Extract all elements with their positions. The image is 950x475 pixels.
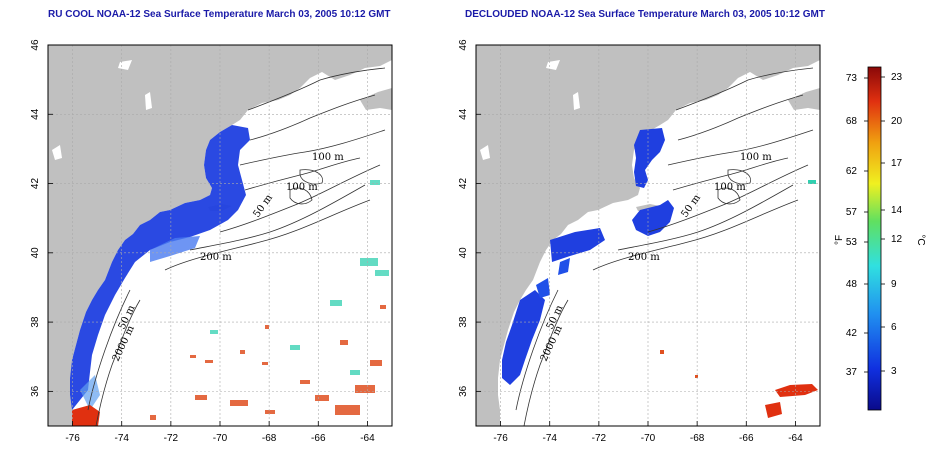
colorbar-f-label: 42 [846,328,858,339]
x-tick-label: -72 [164,433,179,444]
y-tick-label: 36 [30,385,41,397]
map1-lake [52,145,62,160]
colorbar-f-label: 53 [846,237,858,248]
x-tick-label: -74 [542,433,557,444]
map2-sst-shelf [550,228,605,262]
x-tick-label: -68 [690,433,705,444]
map1-ticks: -76 -74 -72 -70 -68 -66 -64 36 38 40 42 44 46 [30,39,375,444]
y-tick-label: 40 [30,247,41,259]
colorbar-c-label: 17 [891,158,903,169]
y-tick-label: 36 [458,385,469,397]
map1-contour-label-100m-a: 100 m [312,152,344,163]
map1-sst-speckles [150,305,386,420]
y-tick-label: 44 [458,108,469,120]
map2-lake [480,145,490,160]
colorbar-f-label: 48 [846,279,858,290]
colorbar-c-label: 14 [891,205,903,216]
colorbar-unit-f: °F [834,235,845,245]
x-tick-label: -76 [65,433,80,444]
map2-title: DECLOUDED NOAA-12 Sea Surface Temperatur… [465,9,825,20]
map2-sst-speck [808,180,816,184]
map2-sst-small [536,278,550,298]
map2-island-nantucket [636,204,660,211]
x-tick-label: -64 [788,433,803,444]
colorbar-c-label: 12 [891,234,903,245]
map2-sst-speck [660,350,664,354]
map2-sst-warm-patch [775,384,818,397]
y-tick-label: 42 [458,178,469,190]
map1-contour-label-100m-b: 100 m [286,182,318,193]
x-tick-label: -66 [311,433,326,444]
y-tick-label: 40 [458,247,469,259]
colorbar-f-label: 37 [846,367,858,378]
map1-contour-label-200m: 200 m [200,252,232,263]
colorbar-f-label: 73 [846,73,858,84]
map2-contours [515,67,814,426]
colorbar-gradient [867,66,882,411]
colorbar-ticks: 73 68 62 57 53 48 42 37 23 20 17 14 12 9 6 3 [846,72,903,378]
map2-land-nova-scotia [788,88,820,110]
x-tick-label: -64 [360,433,375,444]
map2-ticks: -76 -74 -72 -70 -68 -66 -64 36 38 40 42 44 46 [458,39,803,444]
x-tick-label: -70 [213,433,228,444]
x-tick-label: -76 [493,433,508,444]
map1-sst-warm-patch [72,405,100,426]
map2-sst-warm-patch [765,402,782,418]
map1-sst-speckles-cyan [210,180,389,375]
y-tick-label: 46 [458,39,469,51]
map1-title: RU COOL NOAA-12 Sea Surface Temperature … [48,9,391,20]
colorbar-unit-c: °C [915,234,926,245]
map2-sst-small [558,258,570,275]
y-tick-label: 42 [30,178,41,190]
map2-contour-label-200m: 200 m [628,252,660,263]
y-tick-label: 38 [30,316,41,328]
map2-land [476,45,820,426]
colorbar: 73 68 62 57 53 48 42 37 23 20 17 14 12 9 6 3 °F °C [834,66,926,411]
y-tick-label: 38 [458,316,469,328]
y-tick-label: 46 [30,39,41,51]
map1-sst-lightblue [150,236,200,262]
map2-lake [573,92,580,110]
x-tick-label: -70 [641,433,656,444]
map1-land-nova-scotia [360,88,392,110]
colorbar-c-label: 3 [891,366,897,377]
map1-lake [145,92,152,110]
colorbar-f-label: 68 [846,116,858,127]
map1-sst-lightblue [80,375,100,410]
y-tick-label: 44 [30,108,41,120]
map1-sst-coastal-cold [70,125,250,410]
map2-sst-speck [695,375,698,378]
colorbar-c-label: 9 [891,279,897,290]
map1-contours [87,67,386,426]
map2-contour-label-100m-b: 100 m [714,182,746,193]
x-tick-label: -66 [739,433,754,444]
colorbar-f-label: 62 [846,166,858,177]
colorbar-c-label: 6 [891,322,897,333]
colorbar-f-label: 57 [846,207,858,218]
colorbar-c-label: 20 [891,116,903,127]
x-tick-label: -74 [114,433,129,444]
map2-sst-midatlantic [502,290,545,385]
map2-grid [476,44,820,426]
x-tick-label: -68 [262,433,277,444]
map1-land [48,45,392,426]
x-tick-label: -72 [592,433,607,444]
map2-sst-gulf-of-maine [634,128,665,188]
colorbar-c-label: 23 [891,72,903,83]
map2-contour-label-100m-a: 100 m [740,152,772,163]
